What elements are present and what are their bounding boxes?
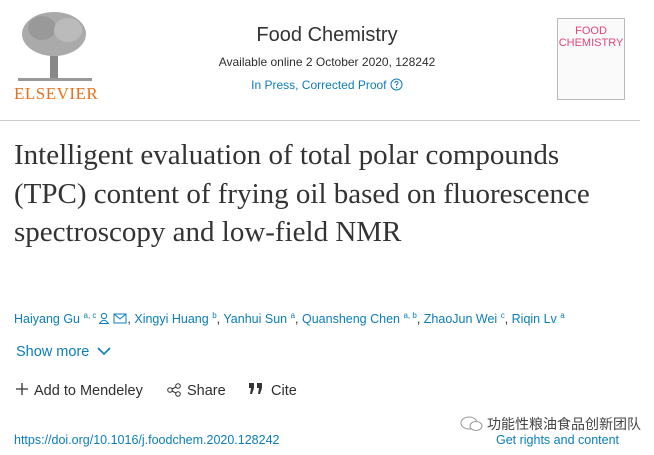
- author[interactable]: Haiyang Gu a, c: [14, 311, 134, 327]
- author-name[interactable]: Haiyang Gu: [14, 312, 81, 327]
- affiliation: a, c: [83, 311, 97, 320]
- show-more[interactable]: Show more: [16, 344, 111, 360]
- author-name[interactable]: Quansheng Chen: [302, 312, 400, 327]
- quote-icon: [249, 383, 262, 394]
- cite-button[interactable]: Cite: [249, 383, 297, 399]
- action-label[interactable]: Cite: [271, 383, 297, 399]
- help-icon[interactable]: [390, 78, 403, 91]
- author[interactable]: ZhaoJun Wei c: [423, 311, 512, 327]
- publisher-logo: [18, 12, 92, 81]
- author-name[interactable]: Riqin Lv: [511, 312, 557, 327]
- journal-cover[interactable]: FOOD CHEMISTRY: [557, 18, 625, 100]
- watermark: 功能性粮油食品创新团队: [460, 414, 641, 434]
- chevron: [97, 347, 111, 356]
- availability: Available online 2 October 2020, 128242: [218, 55, 436, 69]
- watermark-text: 功能性粮油食品创新团队: [487, 416, 641, 432]
- author[interactable]: Riqin Lv a: [511, 311, 565, 327]
- author[interactable]: Quansheng Chen a, b: [302, 311, 424, 327]
- divider: [0, 120, 640, 121]
- affiliation: a: [290, 311, 296, 320]
- article-title: Intelligent evaluation of total polar co…: [14, 139, 590, 248]
- affiliation: a, b: [403, 311, 417, 320]
- mail-icon: [114, 313, 127, 320]
- person-icon: [101, 313, 108, 320]
- affiliation: c: [500, 311, 505, 320]
- affiliation: a: [560, 311, 565, 320]
- show-more-text[interactable]: Show more: [16, 344, 90, 360]
- author-list: Haiyang Gu a, cXingyi Huang bYanhui Sun …: [14, 311, 654, 326]
- mendeley-button[interactable]: Add to Mendeley: [16, 383, 143, 399]
- plus-icon: [16, 383, 28, 395]
- wechat-icon: [460, 416, 483, 431]
- author[interactable]: Yanhui Sun a: [223, 311, 302, 327]
- doi-link[interactable]: https://doi.org/10.1016/j.foodchem.2020.…: [14, 433, 280, 447]
- cover-title: CHEMISTRY: [558, 37, 624, 49]
- author-icons: [98, 313, 127, 325]
- action-label[interactable]: Share: [187, 383, 226, 399]
- action-label[interactable]: Add to Mendeley: [34, 383, 143, 399]
- rights-link[interactable]: Get rights and content: [496, 433, 619, 447]
- share-button[interactable]: Share: [167, 383, 226, 399]
- journal-name[interactable]: Food Chemistry: [256, 24, 398, 46]
- author-name[interactable]: ZhaoJun Wei: [423, 312, 498, 327]
- publisher-name: ELSEVIER: [14, 84, 99, 103]
- status[interactable]: In Press, Corrected Proof: [0, 78, 654, 92]
- status-text[interactable]: In Press, Corrected Proof: [251, 78, 387, 92]
- cover-title: FOOD: [575, 25, 607, 37]
- person-icon: [98, 319, 110, 325]
- author-name[interactable]: Yanhui Sun: [223, 312, 288, 327]
- share-icon: [167, 383, 181, 397]
- author-name[interactable]: Xingyi Huang: [134, 312, 209, 327]
- affiliation: b: [212, 311, 217, 320]
- author[interactable]: Xingyi Huang b: [134, 311, 223, 327]
